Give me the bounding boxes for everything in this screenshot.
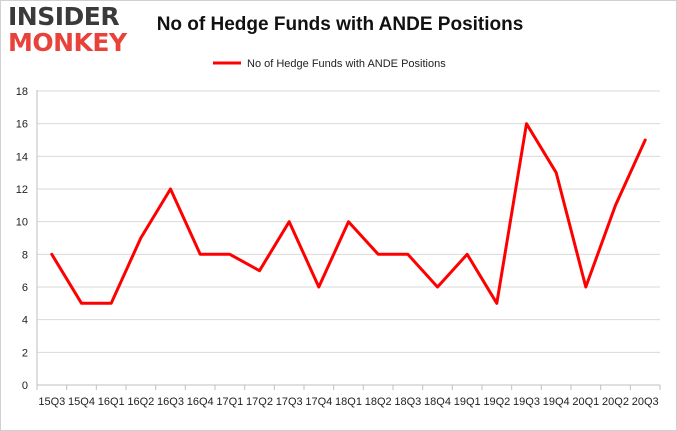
insider-monkey-logo: INSIDER MONKEY	[8, 4, 127, 55]
x-tick-label: 18Q1	[335, 396, 362, 408]
x-tick-label: 20Q1	[572, 396, 599, 408]
series-lines	[50, 122, 647, 305]
x-tick-label: 15Q3	[38, 396, 65, 408]
y-tick-label: 14	[16, 151, 28, 163]
x-tick-label: 15Q4	[68, 396, 95, 408]
y-tick-labels: 0 2 4 6 8 10 12 14 16 18	[16, 86, 28, 392]
y-tick-label: 16	[16, 119, 28, 131]
x-tick-label: 17Q2	[246, 396, 273, 408]
x-tick-label: 17Q3	[276, 396, 303, 408]
x-tick-label: 16Q3	[157, 396, 184, 408]
x-tick-labels: 15Q3 15Q4 16Q1 16Q2 16Q3 16Q4 17Q1 17Q2 17Q3 17Q4…	[38, 396, 658, 408]
x-tick-label: 17Q4	[305, 396, 332, 408]
x-tick-label: 20Q3	[632, 396, 659, 408]
x-tick-label: 17Q1	[216, 396, 243, 408]
chart-title: No of Hedge Funds with ANDE Positions	[156, 14, 524, 35]
y-tick-label: 10	[16, 217, 28, 229]
y-tick-label: 12	[16, 184, 28, 196]
y-tick-label: 0	[22, 380, 28, 392]
x-tick-label: 18Q4	[424, 396, 451, 408]
x-tick-label: 19Q3	[513, 396, 540, 408]
logo-line-1: INSIDER	[8, 2, 120, 31]
x-tick-label: 20Q2	[602, 396, 629, 408]
y-tick-label: 6	[22, 282, 28, 294]
x-tick-label: 16Q1	[98, 396, 125, 408]
y-tick-label: 8	[22, 249, 28, 261]
x-tick-label: 19Q1	[454, 396, 481, 408]
x-tick-label: 18Q2	[365, 396, 392, 408]
y-tick-label: 18	[16, 86, 28, 98]
logo-line-2: MONKEY	[8, 28, 127, 57]
x-tick-label: 16Q4	[187, 396, 214, 408]
x-tick-label: 18Q3	[394, 396, 421, 408]
y-tick-label: 4	[22, 315, 28, 327]
x-tick-label: 16Q2	[127, 396, 154, 408]
x-tick-label: 19Q2	[483, 396, 510, 408]
series-line-0	[50, 122, 647, 305]
x-tick-label: 19Q4	[543, 396, 570, 408]
legend: No of Hedge Funds with ANDE Positions	[213, 58, 446, 70]
y-tick-label: 2	[22, 347, 28, 359]
legend-label: No of Hedge Funds with ANDE Positions	[247, 58, 446, 70]
axes	[36, 90, 661, 390]
